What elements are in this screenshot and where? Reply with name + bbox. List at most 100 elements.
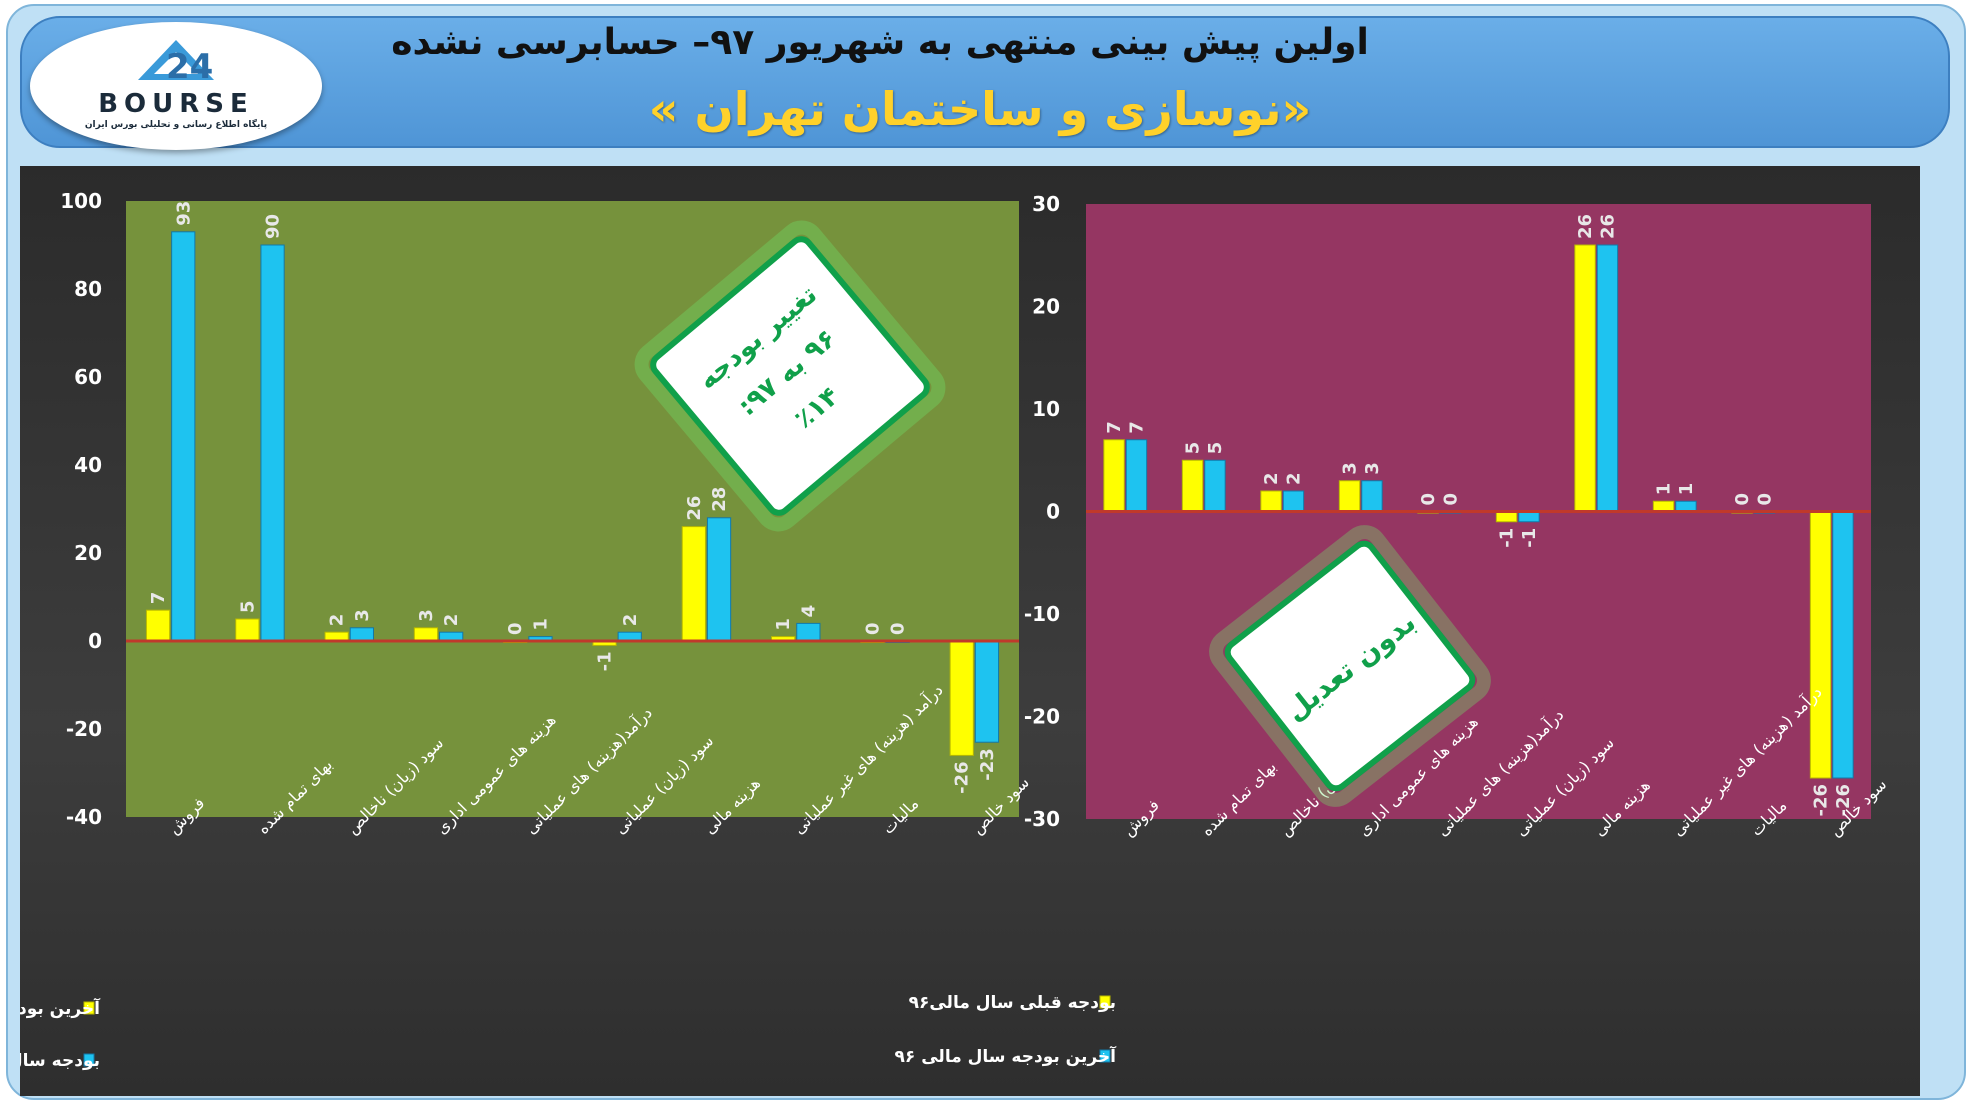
annotation-glow: [1209, 525, 1491, 807]
data-label: 1: [773, 618, 794, 631]
data-label: 3: [416, 609, 437, 622]
y-tick-label: -20: [1024, 705, 1060, 729]
bar-yellow: [1809, 511, 1832, 779]
y-tick-label: -40: [66, 805, 102, 829]
bar-blue: [706, 517, 732, 642]
bar-yellow: [235, 618, 260, 642]
data-label: 0: [505, 622, 526, 635]
data-label: 0: [888, 622, 909, 635]
y-tick-label: -10: [1024, 602, 1060, 626]
data-label: -1: [1519, 528, 1540, 548]
bar-yellow: [1338, 480, 1361, 512]
bar-blue: [260, 244, 285, 642]
bar-blue: [1361, 480, 1383, 512]
data-label: 93: [173, 201, 194, 226]
bar-blue: [1204, 459, 1226, 512]
y-tick-label: 0: [88, 629, 102, 653]
y-tick-label: 100: [60, 189, 102, 213]
annotation-box: بدون تعدیل: [1209, 525, 1491, 807]
annotation-card: [650, 236, 930, 516]
data-label: 3: [1362, 462, 1383, 475]
data-label: 90: [263, 214, 284, 239]
legend-swatch: [1099, 995, 1111, 1009]
bar-blue: [1832, 511, 1854, 779]
bar-blue: [974, 640, 1000, 743]
y-tick-label: 40: [74, 453, 102, 477]
data-label: 0: [1418, 493, 1439, 506]
chart-2: 3020100-10-20-3075230-12610-2675230-1261…: [895, 192, 1891, 1067]
data-label: 26: [1575, 214, 1596, 239]
y-tick-label: 30: [1032, 192, 1060, 216]
bar-yellow: [1181, 459, 1204, 512]
data-label: 0: [1732, 493, 1753, 506]
logo-mark: 24 BOURSE: [98, 40, 254, 119]
y-tick-label: -20: [66, 717, 102, 741]
bar-blue: [1675, 500, 1697, 512]
data-label: 26: [684, 496, 705, 521]
bar-yellow: [1652, 500, 1675, 512]
data-label: 3: [1340, 462, 1361, 475]
logo-tagline: پایگاه اطلاع رسانی و تحلیلی بورس ایران: [84, 120, 268, 130]
bar-blue: [1125, 439, 1148, 512]
data-label: -26: [1833, 784, 1854, 817]
plot-area: [126, 201, 1019, 817]
header-banner: [20, 16, 1950, 148]
legend-label: بودجه قبلی سال مالی۹۶: [909, 993, 1116, 1013]
legend-swatch: [1099, 1049, 1111, 1063]
data-label: 0: [1440, 493, 1461, 506]
bar-yellow: [413, 627, 439, 642]
annotation-card: [1224, 540, 1476, 792]
annotation-glow: [634, 220, 946, 532]
company-name: «نوسازی و ساختمان تهران »: [648, 82, 1312, 136]
data-label: 1: [1676, 483, 1697, 496]
logo: 24 BOURSE پایگاه اطلاع رسانی و تحلیلی بو…: [30, 22, 322, 150]
bar-blue: [1282, 490, 1305, 512]
bar-yellow: [1574, 244, 1596, 512]
data-label: 7: [1104, 421, 1125, 434]
data-label: 0: [1754, 493, 1775, 506]
y-tick-label: 80: [74, 277, 102, 301]
data-label: 7: [148, 592, 169, 605]
data-label: 2: [441, 614, 462, 627]
data-label: -1: [595, 651, 616, 671]
y-tick-label: 20: [1032, 295, 1060, 319]
data-label: 5: [1205, 442, 1226, 455]
y-tick-label: 0: [1046, 500, 1060, 524]
data-label: 5: [1183, 442, 1204, 455]
data-label: 7: [1126, 421, 1147, 434]
bar-blue: [171, 231, 196, 642]
legend-label: آخرین بودجه سال مالی ۹۶: [895, 1045, 1118, 1067]
data-label: 2: [1283, 472, 1304, 485]
data-label: 1: [1654, 483, 1675, 496]
data-label: 2: [1261, 472, 1282, 485]
bar-blue: [1518, 511, 1540, 523]
bar-yellow: [145, 609, 171, 642]
bar-yellow: [1495, 511, 1518, 523]
legend-label: بودجه سال مالی ۹۷: [20, 1051, 100, 1071]
legend-label: آخرین بودجه سال مالی ۹۶: [20, 997, 101, 1019]
bar-blue: [349, 627, 374, 642]
data-label: 4: [798, 605, 819, 618]
data-label: -26: [1811, 784, 1832, 817]
page-title: اولین پیش بینی منتهی به شهریور ۹۷– حسابر…: [391, 22, 1369, 63]
y-tick-label: 60: [74, 365, 102, 389]
data-label: -23: [977, 748, 998, 781]
data-label: 3: [352, 609, 373, 622]
y-tick-label: 20: [74, 541, 102, 565]
charts-panel: 100 80 60 40 20 0 -20 -40 7 5 2 3 0 -1 26 1 0 -26 93 90 3 2 1 2…: [20, 166, 1920, 1096]
data-label: 2: [327, 614, 348, 627]
data-label: 5: [237, 600, 258, 613]
bar-yellow: [1260, 490, 1282, 512]
logo-wordmark: BOURSE: [98, 89, 254, 119]
bar-yellow: [1103, 439, 1125, 512]
data-label: 0: [862, 622, 883, 635]
y-tick-label: -30: [1024, 807, 1060, 831]
data-label: 26: [1597, 214, 1618, 239]
legend-swatch: [83, 1001, 95, 1015]
legend-swatch: [83, 1053, 95, 1067]
data-label: -26: [952, 761, 973, 794]
bar-blue: [796, 622, 821, 642]
